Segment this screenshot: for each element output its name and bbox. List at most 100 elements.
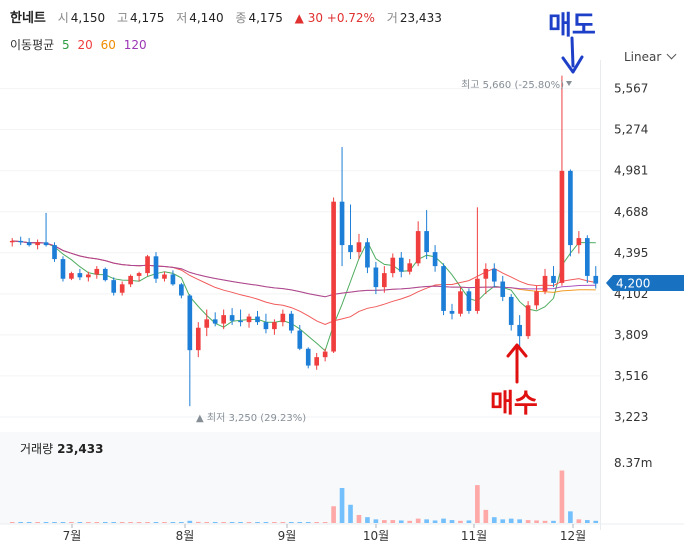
- volume-bar: [136, 522, 142, 523]
- volume-bar: [305, 522, 311, 523]
- x-tick-label: 9월: [278, 529, 297, 543]
- volume-bar: [339, 488, 345, 523]
- ma-line-60: [12, 240, 596, 298]
- candle-body: [365, 242, 370, 268]
- price-tick-label: 4,395: [614, 246, 648, 260]
- candle-body: [9, 240, 15, 243]
- volume-bar: [212, 522, 218, 523]
- volume-bar: [52, 522, 57, 523]
- moving-average-lines: [12, 240, 596, 352]
- ma-legend[interactable]: 이동평균 5 20 60 120: [10, 36, 147, 53]
- volume-bar: [263, 522, 269, 523]
- candle-body: [314, 357, 320, 366]
- high-marker-arrow: [566, 81, 572, 86]
- candle-body: [60, 259, 66, 279]
- candle-body: [373, 267, 379, 288]
- low-label: 저: [176, 11, 188, 25]
- volume-bar: [314, 522, 320, 523]
- price-tick-label: 3,223: [614, 410, 648, 424]
- volume-bar: [195, 521, 201, 523]
- volume-bar: [170, 522, 176, 523]
- volume-bar: [542, 520, 548, 523]
- volume-bar: [449, 520, 455, 523]
- volume-bar: [322, 522, 328, 523]
- high-marker: 최고 5,660 (-25.80%): [461, 79, 564, 91]
- candle-body: [517, 324, 522, 337]
- close-value: 4,175: [248, 11, 283, 25]
- volume-bar: [331, 506, 336, 523]
- volume-bar: [475, 485, 480, 523]
- candle-body: [52, 245, 57, 260]
- scale-dropdown[interactable]: Linear: [624, 49, 677, 64]
- candle-body: [255, 316, 260, 323]
- candle-body: [584, 238, 590, 276]
- quote-header: 한네트 시 4,150 고 4,175 저 4,140 종 4,175 ▲ 30 +0.…: [10, 7, 450, 26]
- candle-body: [568, 170, 573, 246]
- volume-bar: [229, 522, 235, 523]
- scale-label: Linear: [624, 50, 662, 64]
- volume-bar: [466, 520, 472, 523]
- volume-bar: [255, 522, 260, 523]
- volume-bar: [272, 522, 277, 523]
- candle-body: [18, 240, 24, 243]
- volume-bar: [356, 514, 362, 523]
- volume-bar: [43, 522, 49, 523]
- volume-bar: [145, 522, 150, 523]
- candle-body: [339, 201, 345, 246]
- candle-body: [204, 319, 210, 328]
- sell-annotation-text: 매도: [548, 11, 596, 41]
- x-tick-label: 12월: [560, 529, 586, 543]
- open-value: 4,150: [70, 11, 106, 25]
- candle-body: [35, 242, 40, 246]
- candle-body: [466, 291, 472, 311]
- volume-bar: [508, 518, 514, 523]
- candle-body: [576, 238, 582, 246]
- candle-body: [559, 170, 565, 283]
- grid-lines: [0, 60, 601, 530]
- ma-20: 20: [77, 38, 93, 52]
- candle-body: [229, 315, 235, 321]
- volume-bar: [238, 522, 243, 523]
- candle-body: [382, 273, 387, 288]
- candle-body: [111, 280, 117, 293]
- volume-bar: [576, 519, 582, 523]
- x-tick-label: 7월: [63, 529, 82, 543]
- candle-body: [43, 242, 49, 246]
- candle-body: [26, 242, 32, 246]
- candle-body: [119, 284, 125, 293]
- ma-line-5: [12, 240, 596, 352]
- candle-body: [170, 274, 176, 285]
- volume-panel-value: 23,433: [57, 442, 104, 456]
- open-label: 시: [57, 11, 69, 25]
- candle-body: [500, 281, 506, 297]
- volume-panel-title: 거래량 23,433: [20, 440, 103, 457]
- candle-body: [162, 274, 167, 279]
- candle-body: [263, 322, 269, 330]
- candle-body: [94, 268, 100, 275]
- volume-bar: [153, 522, 159, 523]
- volume-bar: [280, 522, 286, 523]
- candle-body: [415, 231, 421, 264]
- current-price-tag: 4,200: [606, 275, 684, 291]
- ma-line-120: [12, 240, 596, 298]
- volume-bar: [390, 520, 396, 523]
- candle-body: [102, 268, 108, 281]
- price-tick-label: 5,274: [614, 123, 648, 137]
- candle-body: [356, 242, 362, 253]
- volume-bar: [365, 517, 370, 523]
- candle-body: [398, 257, 404, 272]
- stock-name: 한네트: [10, 11, 46, 26]
- candles: [9, 75, 599, 407]
- volume-bar: [221, 522, 226, 523]
- candle-body: [542, 275, 548, 292]
- candle-body: [458, 291, 463, 314]
- candle-body: [449, 310, 455, 314]
- volume-bar: [500, 519, 506, 523]
- current-price-text: 4,200: [616, 277, 650, 291]
- candle-body: [305, 348, 311, 366]
- volume-axis-label: 8.37m: [614, 456, 652, 470]
- candle-body: [348, 245, 353, 253]
- volume-bar: [86, 522, 91, 523]
- price-tick-label: 4,981: [614, 164, 648, 178]
